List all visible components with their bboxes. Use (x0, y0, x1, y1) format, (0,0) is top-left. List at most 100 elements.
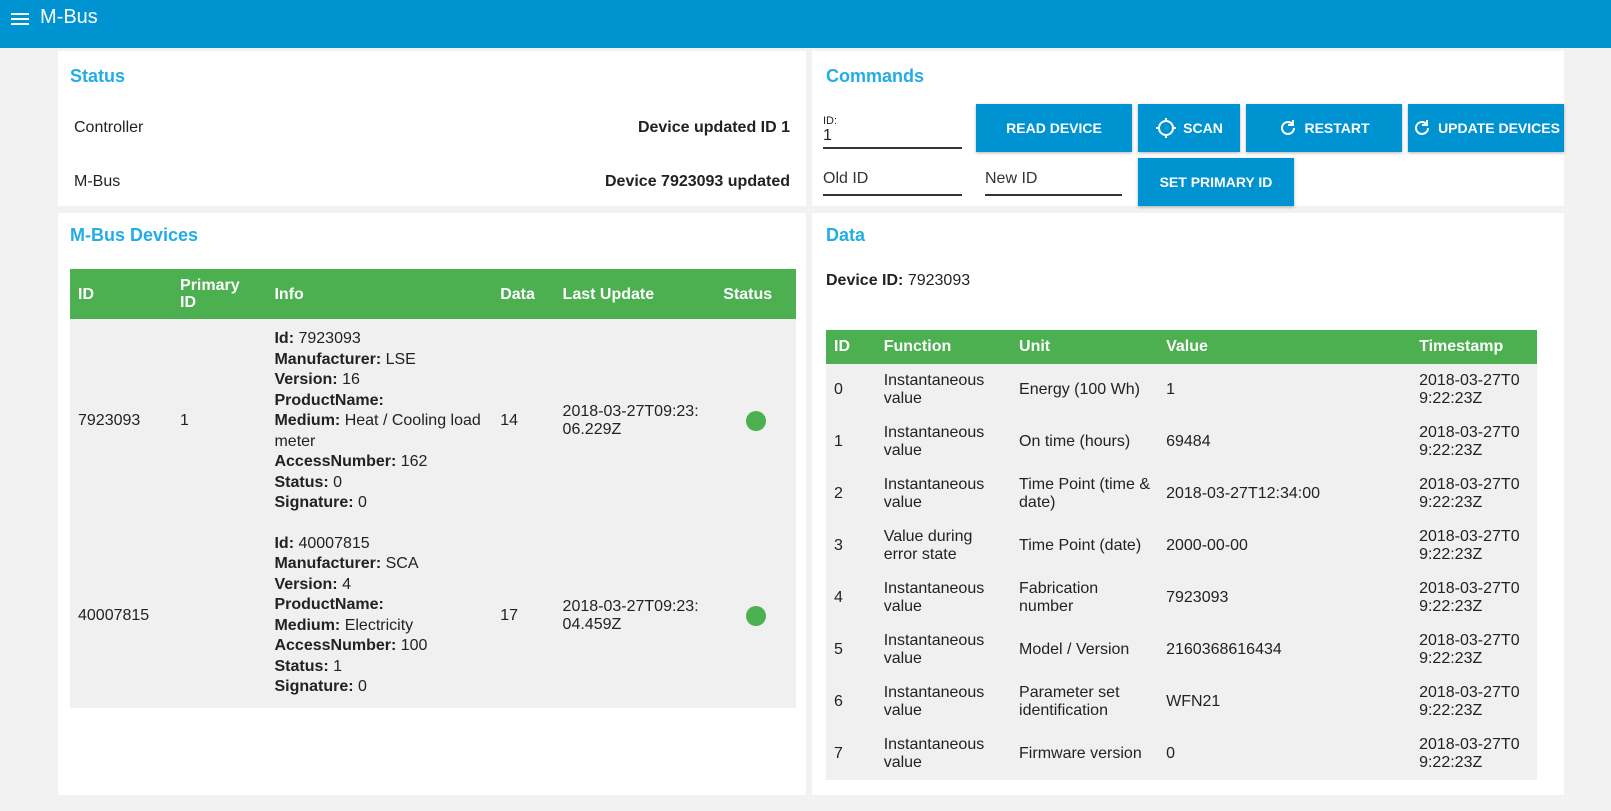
status-dot (745, 605, 766, 626)
data-cell: Instantaneous value (875, 572, 1012, 624)
data-cell: Value during error state (875, 520, 1012, 572)
info-value: 100 (400, 637, 428, 654)
info-value: SCA (385, 555, 419, 572)
devices-table: ID Primary ID Info Data Last Update Status 792… (70, 269, 796, 708)
input-label: ID: (823, 115, 838, 127)
data-cell: 2018-03-27T09:22:23Z (1411, 416, 1537, 468)
device-row: 40007815 Id: 40007815 Manufacturer: SCA Ver… (70, 523, 796, 708)
data-cell: 6 (826, 676, 876, 728)
scan-icon (1156, 118, 1177, 138)
read-device-button[interactable]: READ DEVICE (976, 104, 1132, 152)
column-header: Unit (1011, 330, 1159, 364)
data-scroll[interactable]: Device ID: 7923093 ID Function Unit Value Ti… (826, 262, 1562, 795)
input-placeholder: New ID (985, 170, 1038, 187)
device-id-line: Device ID: 7923093 (826, 272, 1562, 330)
primary-id: 1 (172, 319, 267, 524)
info-line: Version: 4 (274, 575, 484, 596)
device-data: 14 (492, 319, 555, 524)
device-status (715, 319, 796, 524)
status-value: Device updated ID 1 (637, 119, 790, 136)
data-cell: 2018-03-27T09:22:23Z (1411, 676, 1537, 728)
data-cell: 2 (826, 468, 876, 520)
info-value: LSE (385, 350, 416, 368)
info-value: 0 (358, 494, 367, 511)
data-row: 2 Instantaneous value Time Point (time & d… (826, 468, 1537, 520)
info-key: Status: (274, 657, 329, 675)
data-row: 5 Instantaneous value Model / Version 21603… (826, 624, 1537, 676)
status-card: Status Controller Device updated ID 1 M-… (58, 51, 806, 206)
header-row: ID Function Unit Value Timestamp (826, 330, 1537, 364)
info-key: ProductName: (274, 596, 384, 613)
button-label: UPDATE DEVICES (1438, 120, 1560, 136)
info-line: Signature: 0 (274, 677, 484, 698)
info-value: Electricity (344, 616, 414, 634)
device-id: 40007815 (70, 523, 173, 708)
data-cell: 2018-03-27T09:22:23Z (1411, 364, 1537, 416)
last-update: 2018-03-27T09:23:06.229Z (554, 319, 716, 524)
data-cell: 5 (826, 624, 876, 676)
data-cell: 2018-03-27T09:22:23Z (1411, 520, 1537, 572)
data-cell: 2018-03-27T09:22:23Z (1411, 572, 1537, 624)
data-row: 7 Instantaneous value Firmware version 0 201… (826, 728, 1537, 780)
data-cell: 2018-03-27T09:22:23Z (1411, 624, 1537, 676)
data-row: 3 Value during error state Time Point (dat… (826, 520, 1537, 572)
info-value: Heat / Cooling load meter (274, 412, 481, 450)
data-cell: 4 (826, 572, 876, 624)
column-header: Primary ID (172, 269, 267, 319)
id-input[interactable]: ID: 1 (823, 111, 962, 149)
device-data: 17 (492, 523, 555, 708)
button-label: READ DEVICE (1006, 120, 1102, 136)
data-table: ID Function Unit Value Timestamp 0 Instantaneo… (826, 330, 1537, 780)
update-devices-button[interactable]: UPDATE DEVICES (1408, 104, 1564, 152)
data-cell: 2018-03-27T09:22:23Z (1411, 468, 1537, 520)
info-line: AccessNumber: 162 (274, 452, 484, 473)
input-placeholder: Old ID (823, 170, 869, 187)
data-row: 0 Instantaneous value Energy (100 Wh) 1 2018… (826, 364, 1537, 416)
data-cell: Fabrication number (1011, 572, 1159, 624)
top-bar: M-Bus (0, 0, 1611, 48)
device-id-label: Device ID: (826, 272, 904, 289)
info-value: 0 (333, 473, 343, 491)
refresh-icon (1281, 120, 1296, 135)
info-key: Version: (274, 575, 338, 593)
scan-button[interactable]: SCAN (1138, 104, 1240, 152)
info-key: Manufacturer: (274, 350, 382, 368)
info-line: Id: 7923093 (274, 329, 484, 350)
data-cell: Instantaneous value (875, 728, 1012, 780)
card-title: M-Bus Devices (70, 225, 199, 245)
set-primary-button[interactable]: SET PRIMARY ID (1138, 158, 1294, 206)
info-line: Signature: 0 (274, 493, 484, 514)
info-line: AccessNumber: 100 (274, 636, 484, 657)
data-cell: Instantaneous value (875, 468, 1012, 520)
status-label: M-Bus (74, 173, 121, 190)
info-key: Medium: (274, 412, 341, 429)
info-value: 4 (342, 575, 351, 593)
info-key: Medium: (274, 616, 341, 634)
device-row: 7923093 1 Id: 7923093 Manufacturer: LSE Vers… (70, 319, 796, 524)
column-header: Status (715, 269, 796, 319)
info-line: Manufacturer: SCA (274, 554, 484, 575)
info-line: Status: 1 (274, 657, 484, 678)
info-value: 1 (333, 657, 343, 675)
data-cell: 69484 (1158, 416, 1412, 468)
commands-card: Commands ID: 1 READ DEVICE SCAN RESTART … (812, 51, 1564, 206)
info-key: Status: (274, 473, 329, 491)
info-key: AccessNumber: (274, 637, 397, 654)
new-id-input[interactable]: New ID (985, 170, 1122, 196)
data-row: 6 Instantaneous value Parameter set identi… (826, 676, 1537, 728)
info-key: Signature: (274, 494, 354, 511)
info-line: Version: 16 (274, 370, 484, 391)
column-header: ID (70, 269, 173, 319)
device-status (715, 523, 796, 708)
column-header: Timestamp (1411, 330, 1537, 364)
column-header: Info (266, 269, 493, 319)
data-cell: 1 (826, 416, 876, 468)
menu-icon[interactable] (10, 9, 30, 29)
info-value: 0 (358, 678, 367, 695)
data-cell: Time Point (time & date) (1011, 468, 1159, 520)
data-cell: WFN21 (1158, 676, 1412, 728)
info-value: 7923093 (298, 330, 361, 347)
restart-button[interactable]: RESTART (1246, 104, 1402, 152)
old-id-input[interactable]: Old ID (823, 170, 962, 196)
